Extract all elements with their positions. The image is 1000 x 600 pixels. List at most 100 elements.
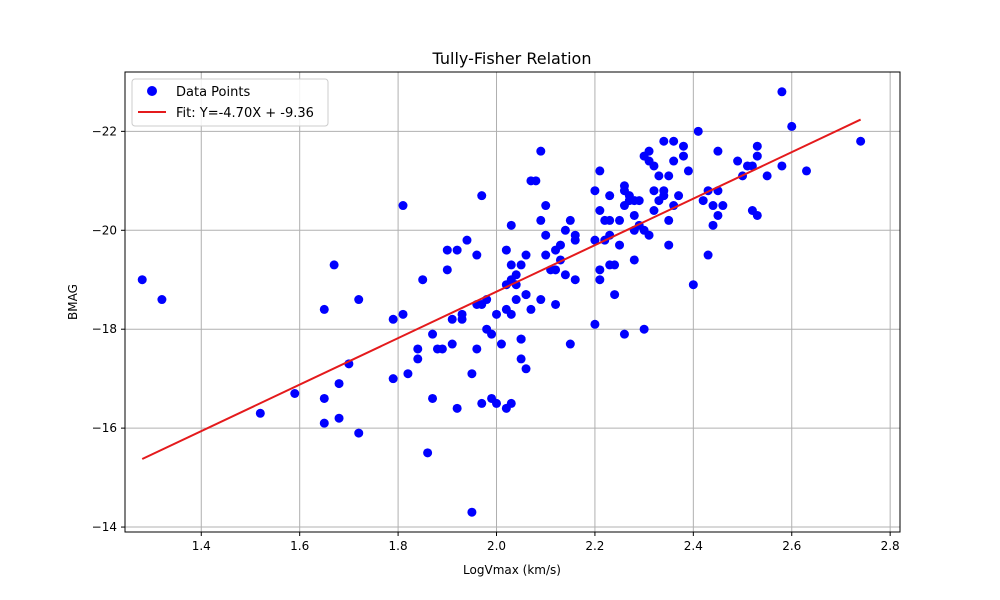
data-point (595, 275, 605, 285)
data-point (137, 275, 147, 285)
data-point (157, 295, 167, 305)
x-tick-label: 2.8 (881, 539, 900, 553)
data-point (418, 275, 428, 285)
data-point (541, 230, 551, 240)
data-point (752, 141, 762, 151)
data-point (255, 408, 265, 418)
data-point (664, 215, 674, 225)
y-tick-label: −18 (92, 322, 117, 336)
data-point (354, 428, 364, 438)
legend: Data Points Fit: Y=-4.70X + -9.36 (131, 78, 329, 127)
data-point (472, 344, 482, 354)
data-point (708, 201, 718, 211)
data-point (413, 344, 423, 354)
data-point (536, 215, 546, 225)
data-point (713, 146, 723, 156)
data-point (688, 280, 698, 290)
data-point (787, 121, 797, 131)
data-point (531, 176, 541, 186)
data-point (541, 201, 551, 211)
data-point (452, 245, 462, 255)
data-point (595, 205, 605, 215)
data-point (506, 309, 516, 319)
data-point (629, 255, 639, 265)
legend-label-fit: Fit: Y=-4.70X + -9.36 (176, 106, 314, 121)
data-point (290, 389, 300, 399)
data-point (777, 87, 787, 97)
data-point (398, 201, 408, 211)
data-point (388, 374, 398, 384)
x-tick-label: 1.4 (192, 539, 211, 553)
y-tick-label: −16 (92, 421, 117, 435)
data-point (477, 191, 487, 201)
data-point (319, 304, 329, 314)
x-axis-ticks: 1.4 1.6 1.8 2.0 2.2 2.4 2.6 2.8 (192, 532, 900, 553)
data-point (319, 418, 329, 428)
data-point (506, 260, 516, 270)
data-point (447, 314, 457, 324)
data-point (511, 295, 521, 305)
plot-frame (124, 71, 901, 533)
data-point (334, 413, 344, 423)
data-point (477, 398, 487, 408)
data-point (501, 245, 511, 255)
data-point (511, 270, 521, 280)
data-point (541, 250, 551, 260)
data-point (590, 235, 600, 245)
data-point (413, 354, 423, 364)
legend-box (131, 78, 329, 127)
data-point (388, 314, 398, 324)
data-point (683, 166, 693, 176)
data-point (452, 403, 462, 413)
data-point (516, 354, 526, 364)
x-axis-label: LogVmax (km/s) (463, 563, 561, 577)
data-point (752, 210, 762, 220)
x-tick-label: 2.4 (684, 539, 703, 553)
data-point (693, 126, 703, 136)
x-tick-label: 2.2 (585, 539, 604, 553)
y-tick-label: −22 (92, 124, 117, 138)
data-point (713, 210, 723, 220)
x-tick-label: 1.6 (290, 539, 309, 553)
data-point (615, 215, 625, 225)
data-point (442, 265, 452, 275)
data-point (565, 339, 575, 349)
data-point (634, 196, 644, 206)
data-point (747, 161, 757, 171)
data-point (442, 245, 452, 255)
data-point (570, 275, 580, 285)
data-point (733, 156, 743, 166)
data-point (644, 230, 654, 240)
data-point (678, 141, 688, 151)
data-point (639, 324, 649, 334)
data-point (560, 225, 570, 235)
scatter-points (137, 87, 866, 517)
data-point (521, 290, 531, 300)
data-point (457, 314, 467, 324)
data-point (506, 398, 516, 408)
y-tick-label: −20 (92, 223, 117, 237)
data-point (467, 369, 477, 379)
data-point (467, 507, 477, 517)
data-point (649, 205, 659, 215)
data-point (570, 230, 580, 240)
data-point (423, 448, 433, 458)
data-point (437, 344, 447, 354)
data-point (551, 265, 561, 275)
data-point (329, 260, 339, 270)
data-point (398, 309, 408, 319)
data-point (560, 270, 570, 280)
data-point (526, 304, 536, 314)
x-tick-label: 2.6 (782, 539, 801, 553)
data-point (492, 309, 502, 319)
x-tick-label: 2.0 (487, 539, 506, 553)
data-point (555, 240, 565, 250)
fit-line-group (141, 118, 862, 460)
data-point (708, 220, 718, 230)
data-point (605, 215, 615, 225)
data-point (492, 398, 502, 408)
legend-marker-data-points (147, 86, 157, 96)
data-point (649, 161, 659, 171)
data-point (565, 215, 575, 225)
